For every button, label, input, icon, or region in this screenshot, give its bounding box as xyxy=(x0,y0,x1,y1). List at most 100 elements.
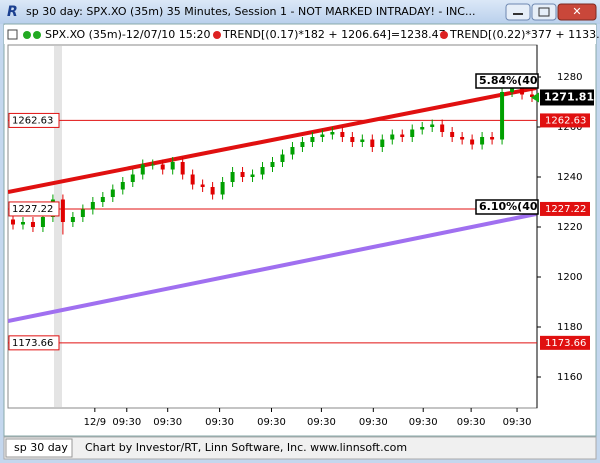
candle-body xyxy=(350,137,355,142)
candle-body xyxy=(450,132,455,137)
plot-area xyxy=(7,44,538,409)
candle-body xyxy=(440,124,445,132)
candle-body xyxy=(330,132,335,135)
candle-body xyxy=(280,154,285,162)
candle-body xyxy=(60,199,65,222)
candle-body xyxy=(140,164,145,175)
candle-body xyxy=(500,92,505,140)
candle-body xyxy=(90,202,95,210)
candle-body xyxy=(290,147,295,155)
level-label-box xyxy=(8,335,60,351)
x-tick-label: 09:30 xyxy=(409,417,438,428)
x-tick-label: 12/9 xyxy=(84,417,106,428)
candle-body xyxy=(240,172,245,177)
status-tab[interactable] xyxy=(5,438,73,458)
level-tag xyxy=(540,335,590,350)
candle-body xyxy=(390,134,395,140)
candle-body xyxy=(80,209,85,217)
candle-body xyxy=(170,162,175,170)
candle-body xyxy=(220,182,225,195)
status-tab-label: sp 30 day xyxy=(14,441,68,454)
candle-body xyxy=(20,222,25,225)
annotation: 5.84%(40 xyxy=(479,74,538,87)
window-title: sp 30 day: SPX.XO (35m) 35 Minutes, Sess… xyxy=(26,5,475,18)
maximize-icon xyxy=(538,7,550,17)
candle-body xyxy=(200,184,205,187)
x-tick-label: 09:30 xyxy=(359,417,388,428)
candle-body xyxy=(250,174,255,177)
title-bar xyxy=(0,0,600,24)
overlay: 1160 1180 1200 1220 1240 1260 1280 12/9 09:30 09:… xyxy=(8,72,594,428)
candle-body xyxy=(510,87,515,92)
x-tick-label: 09:30 xyxy=(307,417,336,428)
x-tick-label: 09:30 xyxy=(205,417,234,428)
legend-bar xyxy=(4,25,596,44)
candle-body xyxy=(420,127,425,130)
close-icon: ✕ xyxy=(572,5,581,18)
level-tag xyxy=(540,113,590,128)
candle-body xyxy=(310,137,315,142)
legend-trend: TREND[(0.17)*182 + 1206.64]=1238.47 xyxy=(222,28,446,41)
candle-body xyxy=(40,217,45,227)
session-band xyxy=(54,46,62,407)
last-price-box xyxy=(540,89,594,106)
level-tag-label: 1173.66 xyxy=(545,338,586,349)
candle-body xyxy=(460,137,465,140)
y-tick-label: 1220 xyxy=(557,222,582,233)
level-label-box xyxy=(8,112,60,128)
y-tick-label: 1160 xyxy=(557,372,582,383)
candle-body xyxy=(480,137,485,145)
level-label: 1227.22 xyxy=(12,204,53,215)
level-tag xyxy=(540,201,590,216)
candle-body xyxy=(160,164,165,170)
y-tick-label: 1200 xyxy=(557,272,582,283)
candle-body xyxy=(260,167,265,175)
candle-body xyxy=(270,162,275,167)
candle-body xyxy=(150,164,155,166)
candle-body xyxy=(100,197,105,202)
minimize-button[interactable] xyxy=(505,3,531,21)
candle-body xyxy=(410,129,415,137)
annotation: 6.10%(40 xyxy=(479,200,538,213)
candle-body xyxy=(30,222,35,227)
candle-body xyxy=(370,139,375,147)
candle-body xyxy=(320,134,325,137)
legend-dot xyxy=(33,31,41,39)
level-tag-label: 1227.22 xyxy=(545,204,586,215)
legend-dot xyxy=(23,31,31,39)
x-tick-label: 09:30 xyxy=(112,417,141,428)
candle-body xyxy=(470,139,475,145)
candle-body xyxy=(380,139,385,147)
candle-body xyxy=(340,132,345,137)
candle-body xyxy=(530,94,535,97)
trend-line xyxy=(8,86,537,194)
close-button[interactable] xyxy=(557,3,597,21)
y-tick-label: 1260 xyxy=(557,122,582,133)
app-icon[interactable]: R xyxy=(7,4,18,20)
y-tick-label: 1240 xyxy=(557,172,582,183)
candle-body xyxy=(490,137,495,140)
maximize-button[interactable] xyxy=(531,3,557,21)
candle-body xyxy=(360,139,365,142)
candle-body xyxy=(10,219,15,225)
legend-box[interactable] xyxy=(7,29,18,40)
candle-body xyxy=(210,187,215,195)
level-label-box xyxy=(8,201,60,217)
candle-body xyxy=(120,182,125,190)
status-credit: Chart by Investor/RT, Linn Software, Inc… xyxy=(85,441,407,454)
annotation-box xyxy=(475,73,539,89)
candle-body xyxy=(180,162,185,175)
y-tick-label: 1280 xyxy=(557,72,582,83)
last-price-arrow xyxy=(531,92,539,103)
x-tick-label: 09:30 xyxy=(153,417,182,428)
legend-dot xyxy=(213,31,221,39)
candle-body xyxy=(300,142,305,147)
x-tick-label: 09:30 xyxy=(503,417,532,428)
y-tick-label: 1180 xyxy=(557,322,582,333)
minimize-icon xyxy=(513,13,523,15)
level-label: 1173.66 xyxy=(12,338,53,349)
candle-body xyxy=(230,172,235,182)
trend-line xyxy=(8,212,537,323)
candle-body xyxy=(520,87,525,95)
